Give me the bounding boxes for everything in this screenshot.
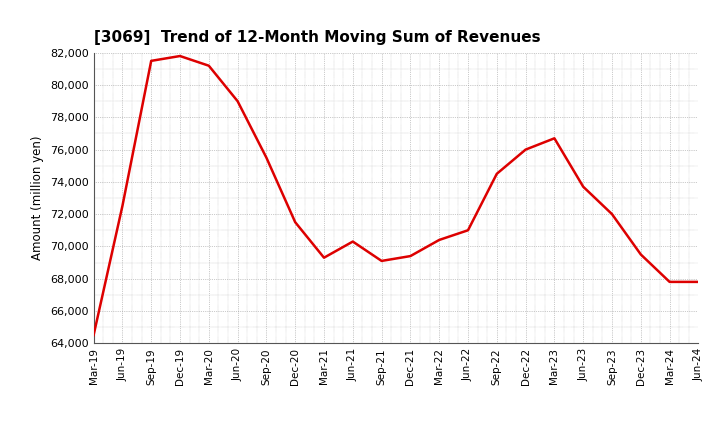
Text: [3069]  Trend of 12-Month Moving Sum of Revenues: [3069] Trend of 12-Month Moving Sum of R… xyxy=(94,29,540,45)
Y-axis label: Amount (million yen): Amount (million yen) xyxy=(32,136,45,260)
